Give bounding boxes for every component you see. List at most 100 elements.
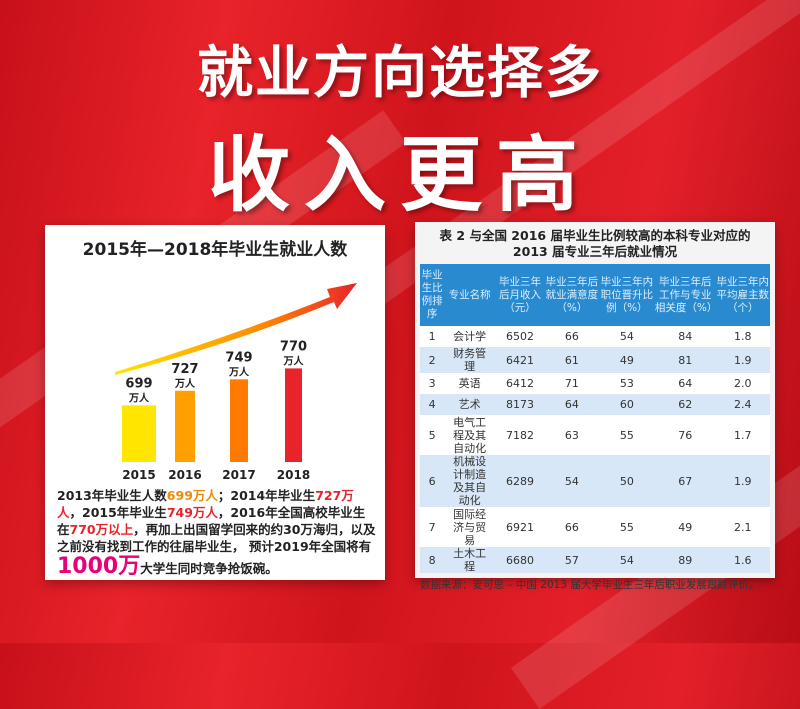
table-cell: 4 <box>420 394 445 415</box>
unit-label: 万人 <box>228 365 250 378</box>
x-tick-label: 2015 <box>122 468 155 482</box>
summary-paragraph: 2013年毕业生人数699万人；2014年毕业生727万人，2015年毕业生74… <box>57 487 377 579</box>
table-cell: 2.1 <box>715 507 770 547</box>
table-cell: 电气工程及其自动化 <box>444 415 496 455</box>
column-header: 毕业三年内平均雇主数（个） <box>715 264 770 326</box>
table-cell: 61 <box>544 347 599 373</box>
table-cell: 会计学 <box>444 326 496 347</box>
table-cell: 60 <box>598 394 655 415</box>
table-cell: 1 <box>420 326 445 347</box>
table-cell: 7182 <box>495 415 545 455</box>
table-cell: 2.4 <box>715 394 770 415</box>
table-row: 5 电气工程及其自动化 7182 63 55 76 1.7 <box>420 415 770 455</box>
table-cell: 55 <box>598 507 655 547</box>
table-cell: 1.9 <box>715 347 770 373</box>
column-header: 毕业生比例排序 <box>420 264 445 326</box>
table-row: 2 财务管理 6421 61 49 81 1.9 <box>420 347 770 373</box>
table-cell: 89 <box>654 547 716 573</box>
x-tick-label: 2018 <box>277 468 310 482</box>
table-cell: 54 <box>598 547 655 573</box>
table-cell: 49 <box>654 507 716 547</box>
table-row: 3 英语 6412 71 53 64 2.0 <box>420 373 770 394</box>
table-cell: 8 <box>420 547 445 573</box>
table-cell: 66 <box>544 507 599 547</box>
table-cell: 53 <box>598 373 655 394</box>
table-cell: 64 <box>544 394 599 415</box>
paragraph-segment: ；2014年毕业生 <box>217 488 316 503</box>
data-label: 749 <box>225 350 252 365</box>
table-row: 1 会计学 6502 66 54 84 1.8 <box>420 326 770 347</box>
data-label: 699 <box>125 376 152 391</box>
bar-2016 <box>175 390 195 462</box>
table-card: 表 2 与全国 2016 届毕业生比例较高的本科专业对应的 2013 届专业三年… <box>415 222 775 591</box>
table-cell: 国际经济与贸易 <box>444 507 496 547</box>
table-cell: 57 <box>544 547 599 573</box>
table-header-row: 毕业生比例排序 专业名称 毕业三年后月收入（元） 毕业三年后就业满意度（%） 毕业三年内… <box>420 264 770 326</box>
table-cell: 英语 <box>444 373 496 394</box>
table-cell: 5 <box>420 415 445 455</box>
table-cell: 7 <box>420 507 445 547</box>
table-cell: 机械设计制造及其自动化 <box>444 455 496 507</box>
table-cell: 63 <box>544 415 599 455</box>
table-cell: 76 <box>654 415 716 455</box>
table-cell: 55 <box>598 415 655 455</box>
table-cell: 1.8 <box>715 326 770 347</box>
column-header: 毕业三年后就业满意度（%） <box>544 264 599 326</box>
table-cell: 6921 <box>495 507 545 547</box>
paragraph-segment: 2013年毕业生人数 <box>57 488 167 503</box>
table-cell: 2.0 <box>715 373 770 394</box>
chart-card: 699 万人 2015 727 万人 2016 749 万人 2017 770 万人 2018 201… <box>45 225 385 580</box>
unit-label: 万人 <box>174 377 196 390</box>
bar-2017 <box>230 379 248 462</box>
column-header: 毕业三年内职位晋升比例（%） <box>598 264 655 326</box>
unit-label: 万人 <box>283 354 305 367</box>
table-cell: 66 <box>544 326 599 347</box>
table-cell: 1.7 <box>715 415 770 455</box>
table-cell: 49 <box>598 347 655 373</box>
table-cell: 71 <box>544 373 599 394</box>
column-header: 专业名称 <box>444 264 496 326</box>
table-row: 7 国际经济与贸易 6921 66 55 49 2.1 <box>420 507 770 547</box>
table-row: 4 艺术 8173 64 60 62 2.4 <box>420 394 770 415</box>
paragraph-segment: ，再加上出国留学回来的约30万海归，以及之前没有找到工作的往届毕业生， 预计20… <box>57 522 376 554</box>
table-cell: 50 <box>598 455 655 507</box>
x-tick-label: 2017 <box>222 468 255 482</box>
paragraph-segment: 749万人 <box>166 505 218 520</box>
headline-line1: 就业方向选择多 <box>197 41 603 106</box>
table-row: 8 土木工程 6680 57 54 89 1.6 <box>420 547 770 573</box>
paragraph-segment: 770万以上 <box>69 522 134 537</box>
bar-2015 <box>122 405 156 462</box>
headline-line2: 收入更高 <box>207 128 592 223</box>
table-cell: 67 <box>654 455 716 507</box>
trend-arrow <box>115 283 357 375</box>
table-title: 表 2 与全国 2016 届毕业生比例较高的本科专业对应的 2013 届专业三年… <box>415 222 775 260</box>
table-cell: 54 <box>544 455 599 507</box>
chart-title: 2015年—2018年毕业生就业人数 <box>82 240 348 260</box>
paragraph-segment: 1000万 <box>57 554 141 579</box>
table-cell: 2 <box>420 347 445 373</box>
table-title-line1: 表 2 与全国 2016 届毕业生比例较高的本科专业对应的 <box>439 228 751 243</box>
table-cell: 81 <box>654 347 716 373</box>
table-cell: 84 <box>654 326 716 347</box>
table-cell: 6412 <box>495 373 545 394</box>
column-header: 毕业三年后月收入（元） <box>495 264 545 326</box>
column-header: 毕业三年后工作与专业相关度（%） <box>654 264 717 326</box>
paragraph-segment: 727万人 <box>57 488 354 520</box>
table-cell: 6421 <box>495 347 545 373</box>
table-cell: 1.6 <box>715 547 770 573</box>
paragraph-segment: 大学生同时竞争抢饭碗。 <box>140 561 278 576</box>
table-cell: 64 <box>654 373 716 394</box>
table-source: 数据来源：麦可思 – 中国 2013 届大学毕业生三年后职业发展跟踪评价。 <box>420 579 760 591</box>
table-cell: 54 <box>598 326 655 347</box>
paragraph-segment: ，2015年毕业生 <box>69 505 167 520</box>
table-title-line2: 2013 届专业三年后就业情况 <box>512 244 678 259</box>
data-label: 770 <box>280 339 307 354</box>
table-cell: 62 <box>654 394 716 415</box>
table-row: 6 机械设计制造及其自动化 6289 54 50 67 1.9 <box>420 455 770 507</box>
table-cell: 艺术 <box>444 394 496 415</box>
table-cell: 6 <box>420 455 445 507</box>
table-cell: 8173 <box>495 394 545 415</box>
table-cell: 财务管理 <box>444 347 496 373</box>
table-cell: 6680 <box>495 547 545 573</box>
